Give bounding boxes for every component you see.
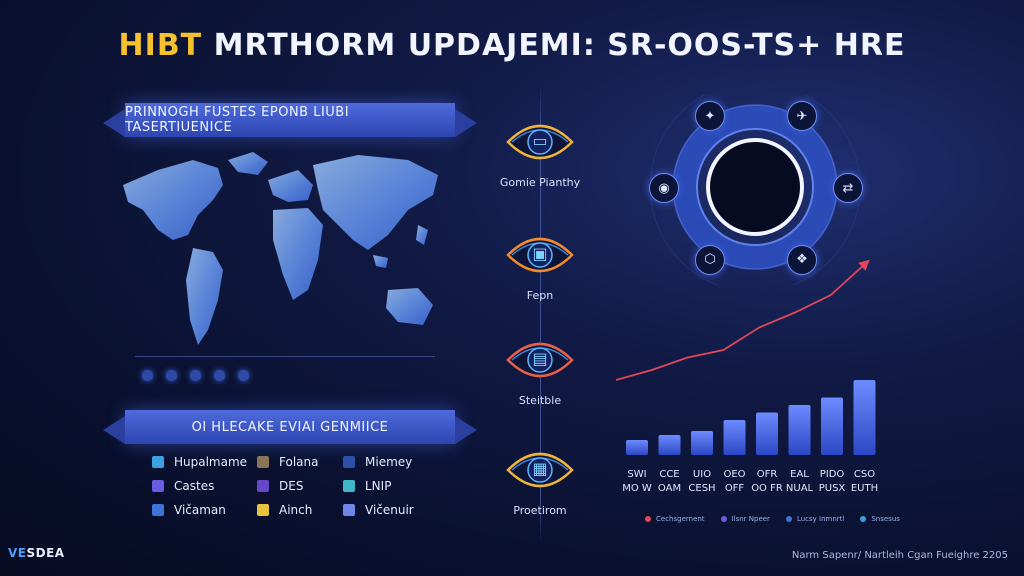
pagination-dot[interactable] xyxy=(238,370,249,381)
map-legend: Hupalmame Folana Miemey Castes DES LNIP Vičama… xyxy=(152,455,443,517)
chart-bar xyxy=(658,435,681,455)
share-icon: ⇄ xyxy=(833,173,863,203)
chart-bar xyxy=(756,412,778,455)
chart-legend-label: Ilsnr Npeer xyxy=(731,515,770,523)
x-tick-label: EAL NUAL xyxy=(785,469,814,494)
page-title: HIBT MRTHORM UPDAJEMI: SR-OOS-TS+ HRE xyxy=(0,28,1024,63)
legend-item: DES xyxy=(257,479,343,493)
chart-legend-label: Cechsgernent xyxy=(656,515,705,523)
legend-swatch xyxy=(152,480,164,492)
legend-item: Castes xyxy=(152,479,257,493)
x-tick-label: OFR OO FR xyxy=(751,469,783,494)
legend-label: Ainch xyxy=(279,503,313,517)
legend-banner-text: OI HLECAKE EVIAI GENMIICE xyxy=(191,419,389,435)
link-icon: ⬡ xyxy=(695,244,725,275)
legend-swatch xyxy=(257,504,269,516)
map-banner: PRINNOGH FUSTES EPONB LIUBI TASERTIUENIC… xyxy=(103,103,477,137)
chart-legend-label: Lucsy Inmnrtl xyxy=(796,515,845,523)
plane-icon: ✈ xyxy=(787,101,817,132)
flow-node-label: Proetirom xyxy=(513,504,567,517)
footer-credit: Narm Sapenr/ Nartleih Cgan Fueighre 2205 xyxy=(791,550,1008,561)
legend-swatch xyxy=(257,480,269,492)
pagination-dot[interactable] xyxy=(190,370,201,381)
legend-label: LNIP xyxy=(365,479,392,493)
chart-legend-dot xyxy=(785,516,792,522)
chart-bar xyxy=(626,440,648,455)
legend-item: Hupalmame xyxy=(152,455,257,469)
chart-legend-dot xyxy=(645,516,651,522)
title-part2: MRTHORM UPDAJEMI: SR-OOS-TS+ HRE xyxy=(213,28,906,63)
legend-item: LNIP xyxy=(343,479,443,493)
legend-item: Vičenuir xyxy=(343,503,443,517)
legend-item: Folana xyxy=(257,455,343,469)
legend-item: Miemey xyxy=(343,455,443,469)
legend-label: Miemey xyxy=(365,455,413,469)
chart-canvas xyxy=(615,259,876,455)
legend-label: Vičenuir xyxy=(365,503,414,517)
legend-swatch xyxy=(152,504,164,516)
brand-logo: VESDEA xyxy=(8,546,65,560)
legend-swatch xyxy=(343,504,355,516)
chart-legend-item: Ilsnr Npeer xyxy=(720,515,770,523)
chart-legend-item: Lucsy Inmnrtl xyxy=(785,515,845,523)
chart-legend-item: Snsesus xyxy=(860,515,900,523)
legend-label: DES xyxy=(279,479,304,493)
chart-bar xyxy=(821,397,843,455)
flow-node-label: Gomie Pianthy xyxy=(499,176,581,189)
flow-node-label: Steitble xyxy=(518,394,562,407)
flow-node: ▭ xyxy=(500,112,580,172)
legend-swatch xyxy=(343,480,355,492)
legend-swatch xyxy=(152,456,164,468)
map-baseline xyxy=(135,356,435,357)
pagination-dot[interactable] xyxy=(142,370,153,381)
monitor-icon: ▤ xyxy=(532,349,548,368)
x-tick-label: UIO CESH xyxy=(688,469,716,494)
legend-item: Vičaman xyxy=(152,503,257,517)
chart-legend-item: Cechsgernent xyxy=(645,515,705,523)
flow-node: ▣ xyxy=(500,225,580,285)
x-tick-label: SWI MO W xyxy=(622,469,652,494)
bar-chart xyxy=(612,255,902,505)
world-map xyxy=(123,152,438,345)
x-tick-label: PIDO PUSX xyxy=(818,469,846,494)
title-part1: HIBT xyxy=(118,28,203,63)
legend-label: Vičaman xyxy=(174,503,226,517)
chart-legend-dot xyxy=(860,516,867,522)
network-icon: ✦ xyxy=(695,101,725,132)
logo-a: VE xyxy=(8,546,27,560)
x-tick-label: CSO EUTH xyxy=(850,469,879,494)
legend-swatch xyxy=(343,456,355,468)
legend-banner: OI HLECAKE EVIAI GENMIICE xyxy=(103,410,477,444)
legend-swatch xyxy=(257,456,269,468)
trend-line xyxy=(615,259,870,381)
ring-diagram xyxy=(650,95,860,285)
globe-icon: ◉ xyxy=(649,173,679,203)
x-tick-label: OEO OFF xyxy=(723,469,746,494)
pagination-dot[interactable] xyxy=(214,370,225,381)
chart-legend-dot xyxy=(720,516,727,522)
chip-icon: ▣ xyxy=(532,244,548,263)
pagination-dots[interactable] xyxy=(142,370,249,381)
chart-legend-label: Snsesus xyxy=(871,515,900,523)
flow-node: ▦ xyxy=(500,440,580,500)
phone-icon: ▦ xyxy=(532,459,548,478)
chart-legend: Cechsgernent Ilsnr Npeer Lucsy Inmnrtl Snse… xyxy=(645,515,900,523)
x-tick-label: CCE OAM xyxy=(657,469,682,494)
flow-node-label: Fepn xyxy=(526,289,554,302)
legend-label: Castes xyxy=(174,479,215,493)
legend-item: Ainch xyxy=(257,503,343,517)
chart-bar xyxy=(723,420,746,455)
logo-b: SDEA xyxy=(26,546,65,560)
pagination-dot[interactable] xyxy=(166,370,177,381)
chart-bar xyxy=(853,380,876,455)
chart-bar xyxy=(788,405,811,455)
flow-connector xyxy=(540,84,541,544)
laptop-icon: ▭ xyxy=(532,131,548,150)
chart-bar xyxy=(691,431,713,455)
map-banner-text: PRINNOGH FUSTES EPONB LIUBI TASERTIUENIC… xyxy=(125,105,350,135)
legend-label: Folana xyxy=(279,455,319,469)
flow-node: ▤ xyxy=(500,330,580,390)
legend-label: Hupalmame xyxy=(174,455,248,469)
nodes-icon: ❖ xyxy=(787,244,817,275)
